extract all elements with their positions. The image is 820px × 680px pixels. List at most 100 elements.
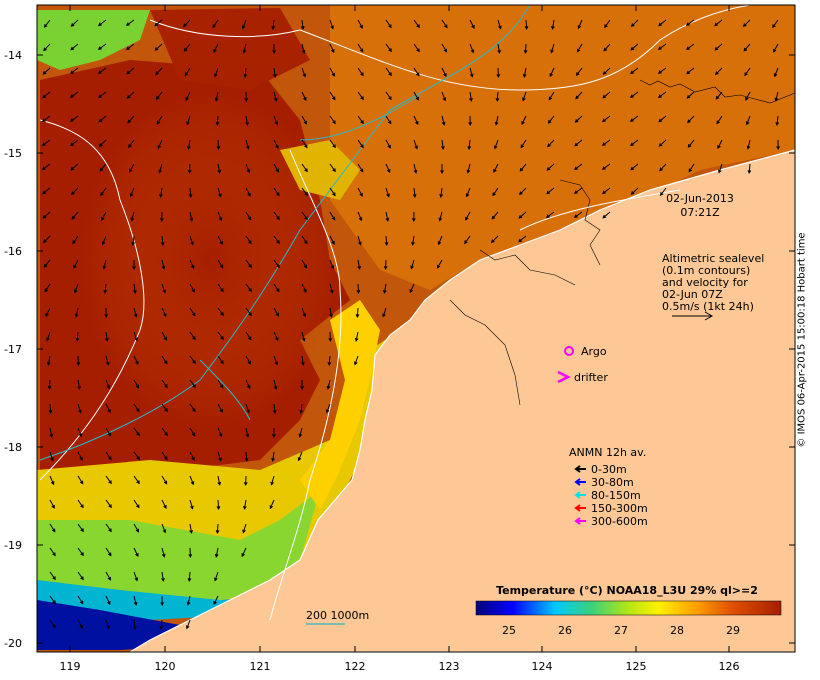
velocity-arrow <box>775 115 780 126</box>
velocity-arrow <box>547 115 555 124</box>
velocity-arrow <box>469 19 475 29</box>
velocity-arrow <box>523 43 528 55</box>
velocity-arrow <box>186 115 191 126</box>
velocity-arrow <box>717 139 723 149</box>
velocity-arrow <box>73 259 79 269</box>
velocity-arrow <box>99 163 107 172</box>
velocity-arrow <box>301 331 306 342</box>
velocity-arrow <box>217 307 224 317</box>
velocity-arrow <box>243 475 248 487</box>
velocity-arrow <box>217 163 222 174</box>
lat-tick-label: -20 <box>4 637 22 650</box>
velocity-arrow <box>497 43 501 54</box>
velocity-arrow <box>243 499 247 510</box>
velocity-arrow <box>160 235 165 246</box>
velocity-arrow <box>773 43 779 53</box>
velocity-arrow <box>714 67 723 76</box>
velocity-arrow <box>301 163 308 173</box>
velocity-arrow <box>216 139 221 151</box>
velocity-arrow <box>602 67 611 75</box>
velocity-arrow <box>573 163 583 171</box>
velocity-arrow <box>492 187 499 197</box>
velocity-arrow <box>520 139 527 149</box>
velocity-arrow <box>130 211 135 222</box>
velocity-arrow <box>189 355 196 365</box>
svg-text:(0.1m contours): (0.1m contours) <box>662 264 750 277</box>
lat-tick-label: -19 <box>4 539 22 552</box>
velocity-arrow <box>273 283 280 293</box>
velocity-arrow <box>161 499 167 509</box>
velocity-arrow <box>301 283 307 294</box>
velocity-arrow <box>300 379 304 391</box>
velocity-arrow <box>133 523 140 533</box>
velocity-arrow <box>245 403 250 414</box>
velocity-arrow <box>522 67 527 78</box>
velocity-arrow <box>184 67 191 77</box>
time-label: 07:21Z <box>680 206 720 219</box>
velocity-arrow <box>133 355 139 366</box>
velocity-arrow <box>439 187 443 198</box>
velocity-arrow <box>329 307 333 318</box>
lon-tick-label: 125 <box>626 660 647 673</box>
velocity-arrow <box>245 355 251 365</box>
velocity-arrow <box>385 115 392 125</box>
velocity-arrow <box>577 19 583 30</box>
velocity-arrow <box>154 43 163 51</box>
velocity-arrow <box>273 259 280 269</box>
velocity-arrow <box>495 91 500 103</box>
velocity-arrow <box>133 283 137 294</box>
velocity-arrow <box>189 427 196 437</box>
velocity-arrow <box>270 475 275 486</box>
velocity-arrow <box>409 283 415 294</box>
velocity-arrow <box>747 163 752 174</box>
anmn-arrow-icon <box>574 504 586 512</box>
velocity-arrow <box>469 91 473 102</box>
colorbar-tick: 28 <box>670 624 684 637</box>
velocity-arrow <box>75 331 80 343</box>
velocity-arrow <box>301 307 307 318</box>
velocity-arrow <box>189 403 196 413</box>
velocity-arrow <box>105 451 112 461</box>
velocity-arrow <box>601 139 611 146</box>
velocity-arrow <box>49 595 56 605</box>
velocity-arrow <box>160 595 165 607</box>
velocity-arrow <box>77 523 84 533</box>
velocity-arrow <box>354 331 359 342</box>
velocity-arrow <box>214 91 219 102</box>
velocity-arrow <box>329 115 336 125</box>
velocity-arrow <box>357 163 364 173</box>
velocity-arrow <box>132 619 137 630</box>
velocity-arrow <box>77 451 83 461</box>
velocity-arrow <box>548 91 555 101</box>
velocity-arrow <box>161 355 168 365</box>
depth-scale: 200 1000m <box>306 609 369 625</box>
velocity-arrow <box>103 283 108 294</box>
velocity-arrow <box>465 187 471 198</box>
velocity-arrow <box>490 235 499 244</box>
velocity-arrow <box>245 331 252 341</box>
velocity-arrow <box>301 211 308 221</box>
velocity-arrow <box>273 355 279 366</box>
velocity-arrow <box>244 91 249 103</box>
velocity-arrow <box>575 91 583 100</box>
velocity-arrow <box>105 595 111 606</box>
velocity-arrow <box>441 67 447 78</box>
velocity-arrow <box>42 211 51 219</box>
velocity-arrow <box>385 187 390 198</box>
velocity-arrow <box>189 259 195 270</box>
velocity-arrow <box>437 235 443 246</box>
velocity-arrow <box>385 67 392 77</box>
velocity-arrow <box>466 163 471 174</box>
velocity-arrow <box>126 43 135 51</box>
velocity-arrow <box>105 499 112 509</box>
velocity-arrow <box>686 67 695 75</box>
velocity-arrow <box>49 451 54 462</box>
velocity-arrow <box>216 499 221 511</box>
velocity-arrow <box>126 67 135 75</box>
velocity-arrow <box>441 19 448 29</box>
velocity-arrow <box>657 67 667 74</box>
velocity-arrow <box>212 19 219 29</box>
velocity-arrow <box>217 211 223 222</box>
velocity-arrow <box>497 19 502 30</box>
